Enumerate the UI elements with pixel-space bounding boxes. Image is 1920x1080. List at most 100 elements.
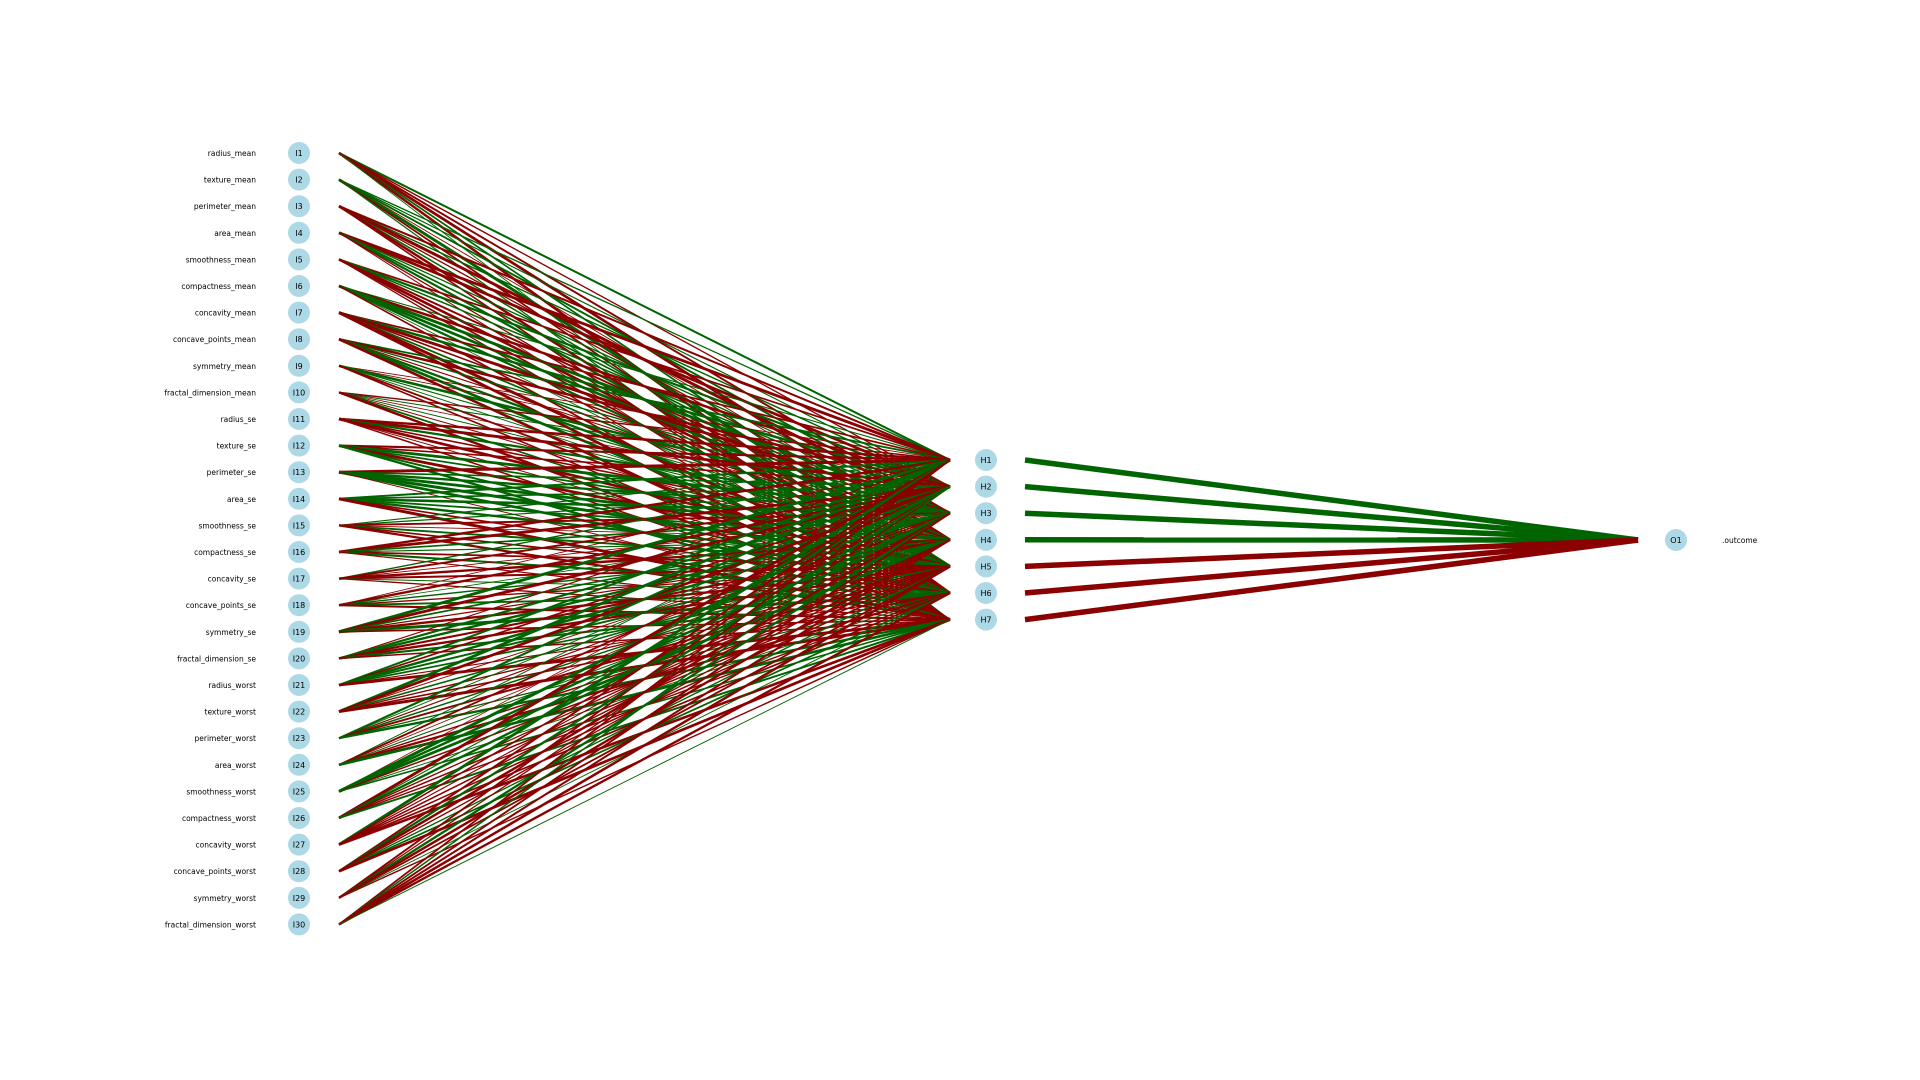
connection-I6-H1 xyxy=(338,285,951,461)
hidden-node-H3: H3 xyxy=(975,502,997,525)
connection-I18-H1 xyxy=(338,459,951,606)
connection-I30-H6 xyxy=(338,591,951,926)
node-circle xyxy=(975,475,997,498)
network-nodes: I1 radius_mean I2 texture_mean I3 perimeter_m… xyxy=(164,142,1758,936)
node-label: I10 xyxy=(293,388,306,397)
node-circle xyxy=(288,354,310,377)
input-variable-label: smoothness_worst xyxy=(186,787,256,796)
input-variable-label: smoothness_mean xyxy=(186,255,257,264)
connection-I29-H1 xyxy=(338,459,951,899)
node-label: I29 xyxy=(293,894,306,903)
connection-I30-H3 xyxy=(338,512,951,926)
input-variable-label: fractal_dimension_worst xyxy=(165,920,256,929)
input-variable-label: concavity_se xyxy=(208,575,257,584)
input-variable-label: area_worst xyxy=(215,761,256,770)
node-label: I19 xyxy=(293,628,306,637)
node-label: I20 xyxy=(293,654,306,663)
input-node-I21: I21 xyxy=(288,674,310,696)
hidden-node-H5: H5 xyxy=(975,555,997,578)
connection-I25-H1 xyxy=(338,459,951,792)
input-variable-label: perimeter_mean xyxy=(194,202,256,211)
input-variable-label: smoothness_se xyxy=(198,521,256,530)
node-label: H7 xyxy=(980,616,991,625)
node-circle xyxy=(288,487,310,510)
output-node-O1: O1 xyxy=(1665,529,1687,551)
node-label: I13 xyxy=(293,468,306,477)
input-variable-label: texture_worst xyxy=(205,708,257,717)
node-label: O1 xyxy=(1670,536,1681,545)
connection-I27-H1 xyxy=(338,458,951,846)
node-label: I17 xyxy=(293,575,306,584)
node-circle xyxy=(288,168,310,191)
connection-I21-H1 xyxy=(338,459,951,686)
node-circle xyxy=(975,449,997,471)
input-node-I6: I6 xyxy=(288,275,310,297)
input-node-I15: I15 xyxy=(288,514,310,537)
node-label: I12 xyxy=(293,442,306,451)
connection-I11-H1 xyxy=(338,417,951,462)
input-node-I30: I30 xyxy=(288,913,310,936)
node-label: I30 xyxy=(293,920,306,929)
input-variable-label: symmetry_worst xyxy=(194,894,256,903)
connection-H2-O1 xyxy=(1024,483,1639,543)
node-label: I26 xyxy=(293,814,306,823)
input-node-I22: I22 xyxy=(288,700,310,723)
connection-I1-H1 xyxy=(338,152,951,461)
node-label: H5 xyxy=(980,562,991,571)
node-label: I11 xyxy=(293,415,306,424)
connection-I5-H1 xyxy=(338,258,951,461)
node-label: I7 xyxy=(295,309,302,318)
input-variable-label: perimeter_se xyxy=(207,468,257,477)
input-variable-label: radius_worst xyxy=(208,681,256,690)
input-variable-label: concavity_worst xyxy=(196,841,257,850)
input-variable-label: concave_points_mean xyxy=(173,335,256,344)
node-label: I5 xyxy=(295,255,302,264)
node-circle xyxy=(288,514,310,537)
connection-I24-H1 xyxy=(338,459,951,766)
node-circle xyxy=(288,620,310,643)
node-circle xyxy=(288,248,310,271)
input-node-I20: I20 xyxy=(288,647,310,670)
node-circle xyxy=(288,647,310,670)
input-hidden-connections xyxy=(338,151,951,926)
input-variable-label: area_mean xyxy=(214,229,256,238)
connection-H6-O1 xyxy=(1024,537,1639,596)
input-variable-label: fractal_dimension_mean xyxy=(164,388,256,397)
input-node-I19: I19 xyxy=(288,620,310,643)
connection-I30-H7 xyxy=(338,619,951,925)
input-node-I27: I27 xyxy=(288,833,310,856)
connection-I2-H1 xyxy=(338,179,951,461)
input-node-I10: I10 xyxy=(288,381,310,404)
connection-I13-H1 xyxy=(338,458,951,474)
input-node-I23: I23 xyxy=(288,727,310,750)
node-circle xyxy=(288,328,310,351)
input-variable-label: concave_points_se xyxy=(186,601,257,610)
output-variable-label: .outcome xyxy=(1722,536,1758,545)
connection-I4-H1 xyxy=(338,231,951,462)
node-circle xyxy=(288,913,310,936)
hidden-node-H4: H4 xyxy=(975,528,997,551)
hidden-node-H2: H2 xyxy=(975,475,997,498)
hidden-node-H6: H6 xyxy=(975,582,997,604)
input-node-I3: I3 xyxy=(288,195,310,218)
node-circle xyxy=(288,461,310,484)
node-circle xyxy=(975,528,997,551)
hidden-output-connections xyxy=(1024,457,1639,623)
node-label: I28 xyxy=(293,867,306,876)
node-circle xyxy=(288,807,310,829)
node-label: I18 xyxy=(293,601,306,610)
input-node-I2: I2 xyxy=(288,168,310,191)
input-node-I17: I17 xyxy=(288,567,310,590)
input-node-I16: I16 xyxy=(288,541,310,563)
input-node-I11: I11 xyxy=(288,408,310,430)
node-circle xyxy=(288,753,310,776)
node-label: H4 xyxy=(980,536,991,545)
node-circle xyxy=(288,142,310,164)
input-node-I26: I26 xyxy=(288,807,310,829)
input-node-I12: I12 xyxy=(288,434,310,457)
input-node-I14: I14 xyxy=(288,487,310,510)
node-label: I3 xyxy=(295,202,302,211)
connection-I14-H1 xyxy=(338,458,951,500)
connection-I30-H2 xyxy=(338,485,951,926)
